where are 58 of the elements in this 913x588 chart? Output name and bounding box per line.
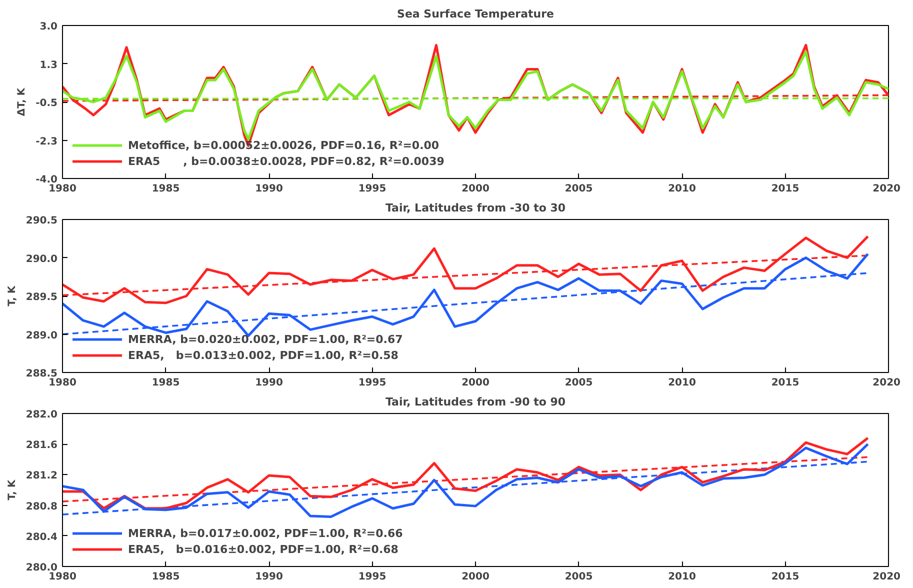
y-tick-label: 3.0 (40, 22, 58, 32)
y-tick-label: 289.0 (26, 330, 58, 342)
line-series (62, 436, 870, 510)
x-tick-label: 1990 (255, 184, 283, 194)
x-tick-label: 1990 (255, 378, 283, 388)
y-tick-label: 280.4 (26, 532, 58, 543)
line-series (62, 442, 870, 518)
x-tick-label: 1985 (152, 572, 180, 582)
legend-label: MERRA, b=0.017±0.002, PDF=1.00, R²=0.66 (128, 526, 403, 540)
x-tick-label: 2020 (872, 378, 901, 388)
x-tick-label: 2000 (462, 184, 490, 194)
x-tick-label: 1980 (48, 378, 76, 388)
legend-label: ERA5, b=0.016±0.002, PDF=1.00, R²=0.68 (128, 542, 398, 556)
y-tick-label: 1.3 (40, 60, 58, 71)
y-axis-title: ΔT, K (16, 86, 28, 116)
x-tick-label: 1980 (48, 184, 76, 194)
y-tick-label: -4.0 (36, 174, 58, 186)
y-tick-label: 281.2 (26, 470, 58, 482)
x-tick-label: 2005 (564, 184, 593, 194)
legend-label: Metoffice, b=0.00052±0.0026, PDF=0.16, R²=0.00 (128, 138, 440, 152)
y-tick-label: 290.0 (26, 254, 58, 265)
x-tick-label: 1995 (358, 378, 386, 388)
x-tick-label: 2005 (564, 378, 593, 388)
y-tick-label: -2.3 (36, 136, 58, 148)
x-tick-label: 2010 (668, 572, 696, 582)
x-tick-label: 2010 (668, 184, 696, 194)
x-tick-label: 2020 (872, 184, 901, 194)
x-tick-label: 2010 (668, 378, 696, 388)
x-tick-label: 2000 (462, 572, 490, 582)
x-tick-label: 2005 (564, 572, 593, 582)
x-tick-label: 2020 (872, 572, 901, 582)
chart-title: Tair, Latitudes from -30 to 30 (385, 202, 566, 214)
x-tick-label: 1990 (255, 572, 283, 582)
y-tick-label: 289.5 (26, 292, 58, 303)
legend-label: ERA5, b=0.013±0.002, PDF=1.00, R²=0.58 (128, 348, 398, 362)
x-tick-label: 1995 (358, 572, 386, 582)
chart-title: Sea Surface Temperature (397, 8, 554, 20)
y-tick-label: 281.6 (26, 440, 58, 452)
x-tick-label: 1985 (152, 184, 180, 194)
x-tick-label: 1995 (358, 184, 386, 194)
y-tick-label: 290.5 (26, 216, 58, 226)
x-tick-label: 2015 (771, 184, 800, 194)
y-tick-label: 280.8 (26, 501, 58, 512)
y-tick-label: -0.5 (36, 98, 58, 109)
y-axis-title: T, K (6, 478, 18, 500)
line-series (62, 235, 870, 304)
y-tick-label: 288.5 (26, 368, 58, 380)
y-tick-label: 282.0 (26, 410, 58, 420)
x-tick-label: 1985 (152, 378, 180, 388)
x-tick-label: 2015 (771, 378, 800, 388)
x-tick-label: 2000 (462, 378, 490, 388)
x-tick-label: 2015 (771, 572, 800, 582)
chart-title: Tair, Latitudes from -90 to 90 (385, 396, 566, 408)
y-tick-label: 280.0 (26, 562, 58, 574)
legend-label: ERA5 , b=0.0038±0.0028, PDF=0.82, R²=0.0039 (128, 154, 444, 168)
legend-label: MERRA, b=0.020±0.002, PDF=1.00, R²=0.67 (128, 332, 403, 346)
x-tick-label: 1980 (48, 572, 76, 582)
y-axis-title: T, K (6, 284, 18, 306)
